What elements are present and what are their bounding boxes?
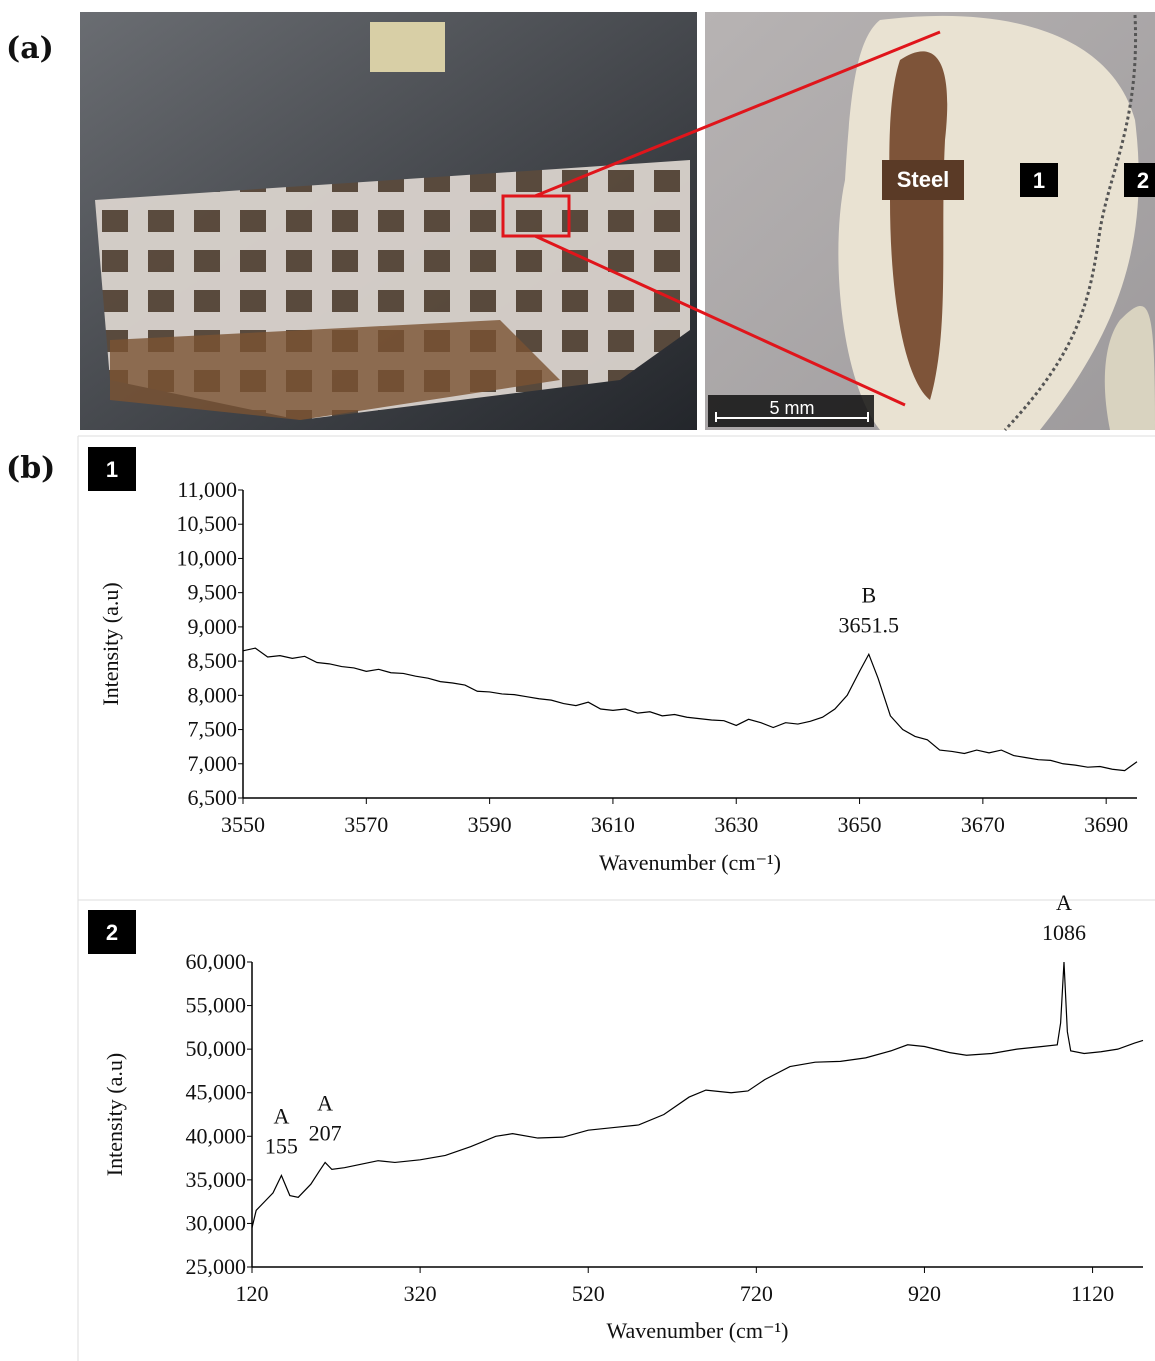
- y-tick-label: 11,000: [177, 477, 237, 502]
- x-tick-label: 320: [404, 1281, 437, 1306]
- panel-number: 1: [106, 457, 118, 482]
- y-axis-label: Intensity (a.u): [102, 1053, 127, 1176]
- y-tick-label: 9,500: [188, 580, 238, 605]
- y-axis-label: Intensity (a.u): [98, 582, 123, 705]
- x-tick-label: 1120: [1071, 1281, 1114, 1306]
- y-tick-label: 35,000: [186, 1167, 247, 1192]
- zone-label: 1: [1033, 168, 1045, 193]
- y-tick-label: 7,500: [188, 717, 238, 742]
- panel-number: 2: [106, 920, 118, 945]
- y-tick-label: 9,000: [188, 614, 238, 639]
- y-tick-label: 30,000: [186, 1210, 247, 1235]
- line-series: [243, 648, 1137, 771]
- steel-label: Steel: [897, 167, 950, 192]
- y-tick-label: 50,000: [186, 1036, 247, 1061]
- y-tick-label: 7,000: [188, 751, 238, 776]
- x-axis-label: Wavenumber (cm⁻¹): [607, 1318, 789, 1343]
- annotation-letter: A: [1056, 890, 1072, 915]
- y-tick-label: 45,000: [186, 1080, 247, 1105]
- annotation-value: 207: [309, 1120, 342, 1145]
- x-tick-label: 3590: [468, 812, 512, 837]
- x-tick-label: 920: [908, 1281, 941, 1306]
- annotation-value: 1086: [1042, 920, 1086, 945]
- zone-label: 2: [1137, 168, 1149, 193]
- annotation-letter: B: [861, 582, 876, 607]
- y-tick-label: 40,000: [186, 1123, 247, 1148]
- fitting: [370, 22, 445, 72]
- y-tick-label: 6,500: [188, 785, 238, 810]
- scale-label: 5 mm: [770, 398, 815, 418]
- y-tick-label: 60,000: [186, 949, 247, 974]
- figure: Steel 1 2 5 mm (a) (b) 1 6,500 7,000 7,500 8…: [0, 0, 1155, 1361]
- x-tick-label: 3630: [714, 812, 758, 837]
- line-series: [252, 962, 1143, 1228]
- x-tick-label: 3670: [961, 812, 1005, 837]
- x-tick-label: 3570: [344, 812, 388, 837]
- annotation-value: 3651.5: [839, 612, 900, 637]
- x-tick-label: 3650: [838, 812, 882, 837]
- x-tick-label: 520: [572, 1281, 605, 1306]
- y-tick-label: 10,000: [177, 545, 238, 570]
- y-tick-label: 55,000: [186, 993, 247, 1018]
- x-tick-label: 3550: [221, 812, 265, 837]
- x-tick-label: 3610: [591, 812, 635, 837]
- annotation-letter: A: [317, 1090, 333, 1115]
- y-tick-label: 10,500: [177, 511, 238, 536]
- y-tick-label: 8,000: [188, 682, 238, 707]
- x-tick-label: 720: [740, 1281, 773, 1306]
- x-tick-label: 120: [236, 1281, 269, 1306]
- annotation-letter: A: [273, 1104, 289, 1129]
- x-tick-label: 3690: [1084, 812, 1128, 837]
- panel-label: (a): [6, 31, 54, 66]
- annotation-value: 155: [265, 1134, 298, 1159]
- panel-label: (b): [6, 451, 55, 486]
- y-tick-label: 25,000: [186, 1254, 247, 1279]
- x-axis-label: Wavenumber (cm⁻¹): [599, 850, 781, 875]
- y-tick-label: 8,500: [188, 648, 238, 673]
